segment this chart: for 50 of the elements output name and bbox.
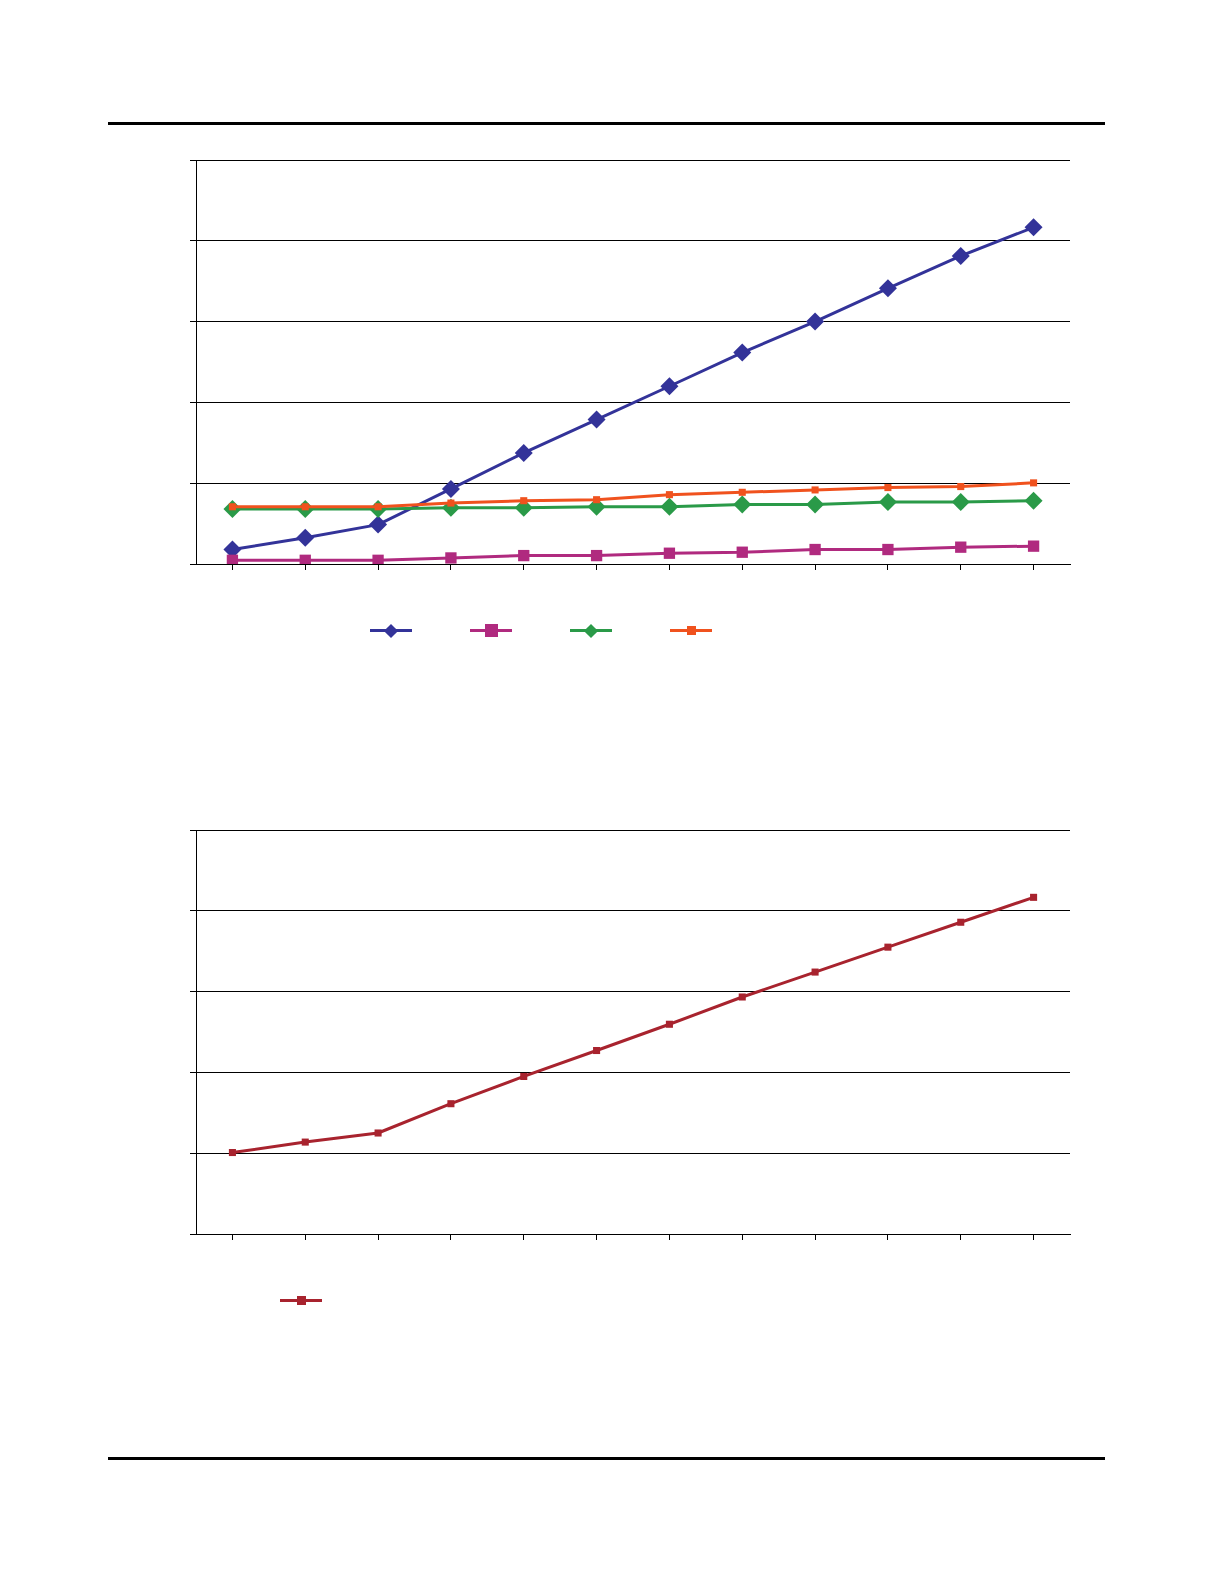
point xyxy=(809,543,821,556)
point xyxy=(957,918,965,926)
point xyxy=(593,496,601,504)
point xyxy=(518,549,530,562)
point xyxy=(660,377,679,396)
point xyxy=(296,528,315,547)
point xyxy=(587,410,606,429)
point xyxy=(951,246,970,265)
point xyxy=(374,1129,382,1137)
point xyxy=(447,499,455,507)
point xyxy=(228,1148,236,1157)
point xyxy=(951,493,970,512)
point xyxy=(520,497,528,505)
point xyxy=(226,554,239,564)
point xyxy=(1027,540,1040,552)
point xyxy=(884,484,892,492)
point xyxy=(878,493,897,512)
point xyxy=(301,1138,309,1146)
point xyxy=(884,943,892,951)
point xyxy=(665,1020,673,1028)
point xyxy=(736,546,748,558)
point xyxy=(733,495,752,514)
point xyxy=(593,1046,601,1055)
point xyxy=(738,488,746,496)
point xyxy=(878,279,897,298)
point xyxy=(514,443,533,462)
point xyxy=(660,497,679,516)
point xyxy=(811,486,819,494)
point xyxy=(882,543,894,556)
point xyxy=(811,968,819,976)
point xyxy=(663,547,676,559)
point xyxy=(1024,491,1043,510)
point xyxy=(445,552,457,564)
point xyxy=(447,1100,455,1108)
point xyxy=(957,483,965,491)
point xyxy=(955,541,967,553)
point xyxy=(1030,479,1038,487)
point xyxy=(733,343,752,362)
point xyxy=(372,554,384,564)
point xyxy=(806,312,825,331)
point xyxy=(441,479,460,498)
point xyxy=(806,495,825,514)
point xyxy=(1030,893,1038,901)
point xyxy=(369,515,388,534)
point xyxy=(520,1072,528,1080)
point xyxy=(665,491,673,499)
point xyxy=(738,993,746,1001)
point xyxy=(590,549,603,562)
point xyxy=(1024,218,1043,237)
point xyxy=(299,554,311,564)
